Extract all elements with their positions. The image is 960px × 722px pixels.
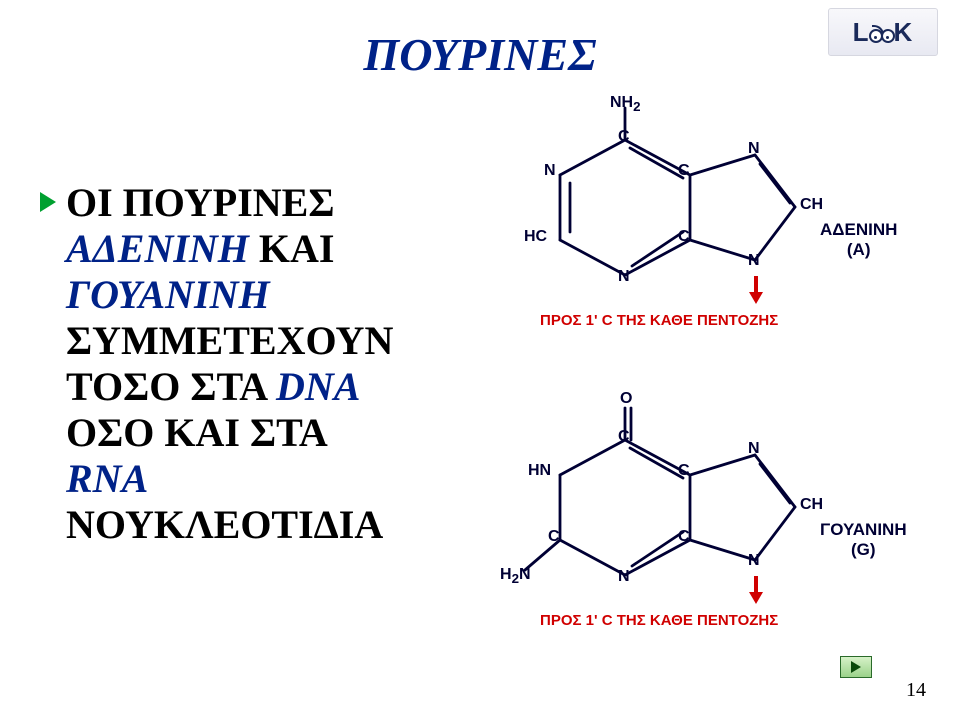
line-italic: ΓΟΥΑΝΙΝΗ — [66, 272, 270, 317]
lab: C — [618, 428, 630, 446]
bullet-block: ΟΙ ΠΟΥΡΙΝΕΣ ΑΔΕΝΙΝΗ ΚΑΙ ΓΟΥΑΝΙΝΗ ΣΥΜΜΕΤΕ… — [40, 180, 470, 548]
adenine-skeleton — [500, 100, 920, 300]
next-slide-button[interactable] — [840, 656, 872, 678]
lab: C — [548, 528, 560, 546]
bullet-text: ΟΙ ΠΟΥΡΙΝΕΣ ΑΔΕΝΙΝΗ ΚΑΙ ΓΟΥΑΝΙΝΗ ΣΥΜΜΕΤΕ… — [66, 180, 393, 548]
line-italic: ΑΔΕΝΙΝΗ — [66, 226, 249, 271]
diagram-area: NH2 C N HC N C C N CH N ΑΔΕΝΙΝΗ (A) ΠΡΟΣ… — [500, 100, 940, 680]
lab: HC — [524, 228, 547, 246]
lab: N — [748, 140, 760, 158]
logo-l: L — [853, 19, 870, 45]
page-number: 14 — [906, 679, 926, 702]
lab: N — [618, 568, 630, 586]
line: ΟΣΟ ΚΑΙ ΣΤΑ — [66, 410, 328, 455]
lab: NH2 — [610, 94, 641, 114]
caption: ΠΡΟΣ 1' C ΤΗΣ ΚΑΘΕ ΠΕΝΤΟΖΗΣ — [540, 612, 778, 629]
look-logo: L K — [828, 8, 938, 56]
logo-text: L K — [853, 19, 914, 45]
lab: N — [544, 162, 556, 180]
lab: C — [678, 228, 690, 246]
mol-name: ΑΔΕΝΙΝΗ — [820, 220, 897, 239]
line-italic: DNA — [276, 364, 360, 409]
lab: CH — [800, 196, 823, 214]
arrow-down-icon — [749, 592, 763, 604]
guanine-structure: O C HN C H2N N C C N CH N ΓΟΥΑΝΙΝΗ (G) Π… — [500, 390, 920, 640]
lab: C — [618, 128, 630, 146]
line: ΤΟΣΟ ΣΤΑ — [66, 364, 276, 409]
lab: N — [748, 252, 760, 270]
lab: O — [620, 390, 632, 408]
line: ΚΑΙ — [249, 226, 335, 271]
lab: C — [678, 162, 690, 180]
mol-code: (G) — [851, 540, 876, 559]
lab: N — [748, 552, 760, 570]
adenine-structure: NH2 C N HC N C C N CH N ΑΔΕΝΙΝΗ (A) ΠΡΟΣ… — [500, 100, 920, 340]
line: ΣΥΜΜΕΤΕΧΟΥΝ — [66, 318, 393, 363]
chevron-icon — [40, 192, 56, 212]
mol-name: ΓΟΥΑΝΙΝΗ — [820, 520, 907, 539]
logo-k: K — [894, 19, 914, 45]
lab: C — [678, 462, 690, 480]
lab: N — [748, 440, 760, 458]
caption: ΠΡΟΣ 1' C ΤΗΣ ΚΑΘΕ ΠΕΝΤΟΖΗΣ — [540, 312, 778, 329]
guanine-skeleton — [500, 390, 920, 600]
slide-title: ΠΟΥΡΙΝΕΣ — [0, 28, 960, 81]
lab: HN — [528, 462, 551, 480]
lab: H2N — [500, 566, 531, 586]
arrow-down-icon — [749, 292, 763, 304]
bullet-row: ΟΙ ΠΟΥΡΙΝΕΣ ΑΔΕΝΙΝΗ ΚΑΙ ΓΟΥΑΝΙΝΗ ΣΥΜΜΕΤΕ… — [40, 180, 470, 548]
line-italic: RNA — [66, 456, 148, 501]
mol-code: (A) — [847, 240, 871, 259]
eye-icon — [881, 29, 895, 43]
lab: C — [678, 528, 690, 546]
line: ΟΙ ΠΟΥΡΙΝΕΣ — [66, 180, 334, 225]
line: ΝΟΥΚΛΕΟΤΙΔΙΑ — [66, 502, 383, 547]
lab: N — [618, 268, 630, 286]
lab: CH — [800, 496, 823, 514]
